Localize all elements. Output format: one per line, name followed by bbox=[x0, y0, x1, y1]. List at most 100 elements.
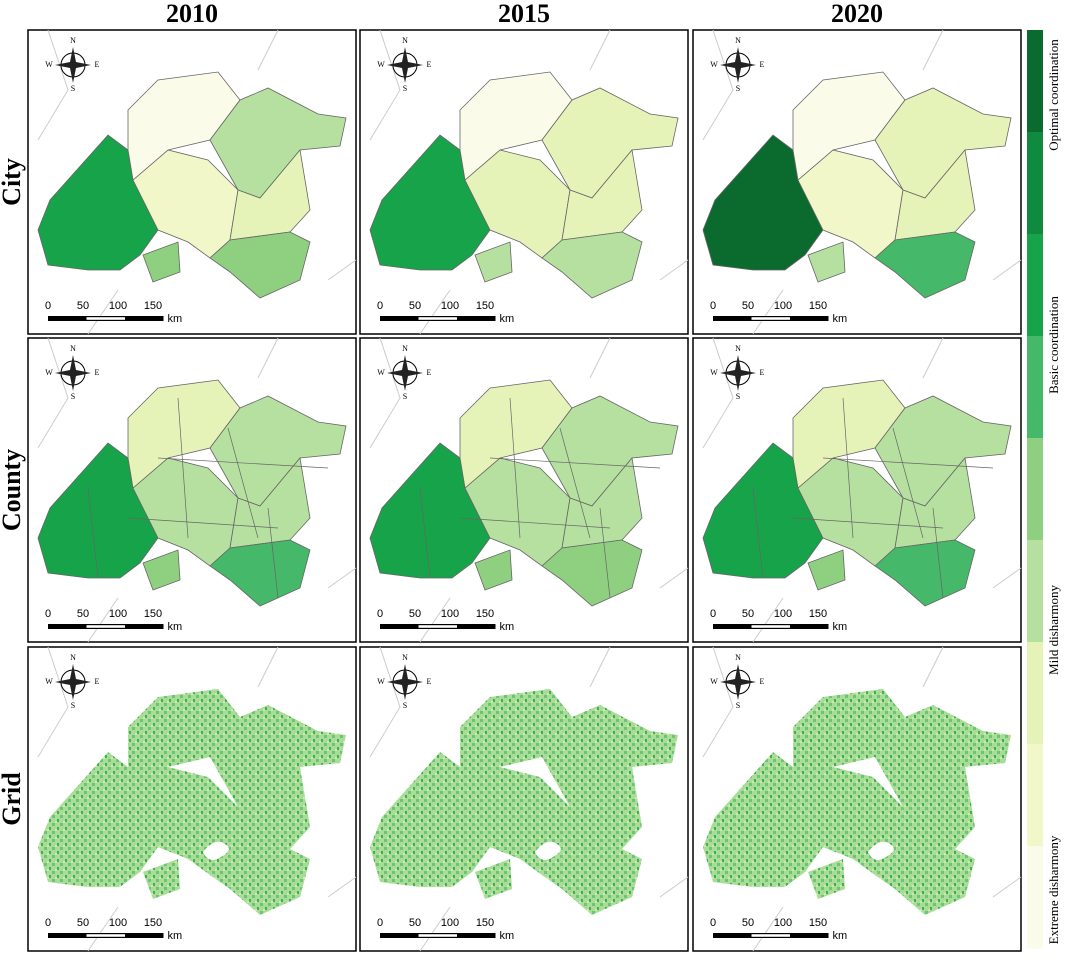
scale-label: 100 bbox=[109, 300, 127, 312]
scale-label: 150 bbox=[476, 917, 494, 929]
compass-letter: W bbox=[710, 368, 718, 377]
compass-star bbox=[55, 355, 91, 391]
compass-letter: E bbox=[427, 368, 432, 377]
scale-label: 150 bbox=[809, 300, 827, 312]
background-boundary bbox=[37, 29, 357, 335]
compass-star bbox=[720, 664, 756, 700]
compass-letter: N bbox=[70, 653, 76, 662]
scale-bar-gap bbox=[751, 625, 790, 628]
scale-bar-gap bbox=[751, 934, 790, 937]
legend-swatch bbox=[1027, 336, 1043, 439]
scale-label: 100 bbox=[774, 917, 792, 929]
compass-letter: E bbox=[760, 368, 765, 377]
compass-star bbox=[387, 47, 423, 83]
scale-label: 150 bbox=[476, 300, 494, 312]
grid-region bbox=[230, 767, 310, 857]
scale-label: 50 bbox=[77, 300, 89, 312]
map-panel: N S E W 0 50 100 150 km bbox=[692, 646, 1022, 952]
legend-swatch bbox=[1027, 438, 1043, 541]
map-panel: N S E W 0 50 100 150 km bbox=[359, 646, 689, 952]
legend-label: Basic coordination bbox=[1046, 296, 1061, 394]
scale-label: 150 bbox=[809, 917, 827, 929]
scale-label: 50 bbox=[409, 300, 421, 312]
compass-letter: S bbox=[403, 84, 407, 93]
map-panel: N S E W 0 50 100 150 km bbox=[359, 29, 689, 335]
grid-region bbox=[210, 705, 346, 815]
background-boundary bbox=[702, 646, 1022, 952]
scale-bar-gap bbox=[418, 625, 457, 628]
grid-region bbox=[562, 767, 642, 857]
grid-region bbox=[875, 849, 975, 915]
grid-region bbox=[460, 689, 572, 797]
scale-label: 50 bbox=[409, 917, 421, 929]
scale-bar-gap bbox=[418, 317, 457, 320]
scale-label: 100 bbox=[774, 608, 792, 620]
city-region bbox=[209, 231, 311, 299]
row-label: Grid bbox=[0, 772, 26, 826]
city-region bbox=[142, 241, 181, 283]
scale-label: 0 bbox=[710, 608, 716, 620]
map-panel: N S E W 0 50 100 150 km bbox=[27, 29, 357, 335]
grid-region bbox=[542, 849, 642, 915]
compass-letter: N bbox=[402, 36, 408, 45]
background-boundary bbox=[37, 337, 357, 643]
scale-label: 100 bbox=[109, 608, 127, 620]
grid-region bbox=[38, 752, 158, 887]
compass-letter: S bbox=[71, 701, 75, 710]
scale-bar-gap bbox=[86, 625, 125, 628]
compass-letter: S bbox=[71, 84, 75, 93]
legend-label: Mild disharmony bbox=[1046, 585, 1061, 675]
compass-letter: S bbox=[403, 701, 407, 710]
compass-letter: E bbox=[95, 368, 100, 377]
county-region bbox=[874, 539, 976, 607]
compass-star bbox=[720, 355, 756, 391]
scale-label: 150 bbox=[144, 917, 162, 929]
compass-star bbox=[387, 355, 423, 391]
grid-region bbox=[143, 859, 180, 899]
legend-swatch bbox=[1027, 30, 1043, 133]
grid-region bbox=[703, 752, 823, 887]
scale-label: 0 bbox=[377, 300, 383, 312]
scale-unit: km bbox=[833, 930, 848, 942]
county-boundaries bbox=[752, 397, 994, 599]
scale-label: 50 bbox=[409, 608, 421, 620]
scale-label: 50 bbox=[77, 608, 89, 620]
grid-region bbox=[128, 689, 240, 797]
compass-letter: W bbox=[377, 60, 385, 69]
scale-unit: km bbox=[168, 930, 183, 942]
row-label: City bbox=[0, 158, 26, 206]
compass-letter: N bbox=[735, 36, 741, 45]
county-boundaries bbox=[87, 397, 329, 599]
legend-swatch bbox=[1027, 642, 1043, 745]
map-panel: N S E W 0 50 100 150 km bbox=[692, 337, 1022, 643]
scale-label: 150 bbox=[476, 608, 494, 620]
scale-label: 50 bbox=[742, 608, 754, 620]
legend-swatch bbox=[1027, 234, 1043, 337]
county-region bbox=[541, 539, 643, 607]
column-header: 2020 bbox=[831, 0, 883, 28]
compass-letter: E bbox=[427, 60, 432, 69]
scale-label: 50 bbox=[742, 917, 754, 929]
scale-unit: km bbox=[168, 621, 183, 633]
city-region bbox=[541, 231, 643, 299]
background-boundary bbox=[369, 29, 689, 335]
scale-bar-gap bbox=[418, 934, 457, 937]
scale-label: 150 bbox=[144, 300, 162, 312]
scale-bar-gap bbox=[86, 934, 125, 937]
background-boundary bbox=[369, 646, 689, 952]
compass-letter: W bbox=[45, 60, 53, 69]
grid-region bbox=[370, 752, 490, 887]
scale-label: 0 bbox=[45, 608, 51, 620]
legend-label: Optimal coordination bbox=[1046, 39, 1061, 151]
compass-letter: N bbox=[70, 344, 76, 353]
background-boundary bbox=[702, 337, 1022, 643]
grid-region bbox=[475, 859, 512, 899]
scale-label: 0 bbox=[710, 300, 716, 312]
compass-letter: N bbox=[402, 653, 408, 662]
compass-letter: N bbox=[735, 344, 741, 353]
compass-letter: W bbox=[45, 368, 53, 377]
compass-letter: S bbox=[403, 392, 407, 401]
legend-swatch bbox=[1027, 744, 1043, 847]
scale-bar-gap bbox=[751, 317, 790, 320]
